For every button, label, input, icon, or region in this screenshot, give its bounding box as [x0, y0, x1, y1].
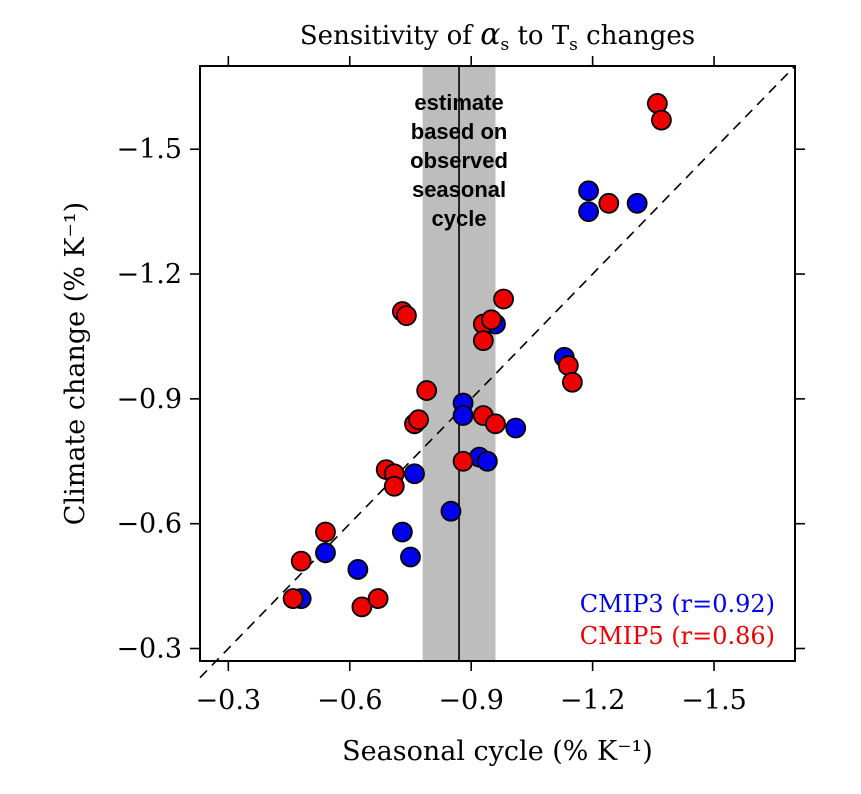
- y-axis-label: Climate change (% K⁻¹): [60, 202, 91, 525]
- data-point-cmip5: [416, 380, 438, 401]
- plot-frame: [199, 65, 796, 662]
- data-points: [282, 93, 672, 618]
- title-middle: to T: [509, 21, 570, 51]
- data-point-cmip3: [347, 559, 369, 580]
- title-prefix: Sensitivity of: [300, 21, 480, 51]
- data-point-cmip3: [476, 450, 498, 472]
- observed-label-line: estimate: [414, 90, 503, 115]
- title-suffix: changes: [578, 21, 695, 51]
- data-point-cmip3: [315, 542, 336, 564]
- data-point-cmip3: [578, 180, 599, 202]
- y-tick-label: −0.3: [116, 634, 182, 665]
- observed-label-line: seasonal: [412, 177, 506, 202]
- data-point-cmip5: [493, 288, 514, 310]
- title-alpha-subscript: s: [500, 35, 509, 55]
- data-point-cmip5: [282, 588, 304, 609]
- data-point-cmip5: [452, 450, 474, 472]
- legend-entry-cmip3: CMIP3 (r=0.92): [580, 590, 775, 618]
- chart-title: Sensitivity of αs to Ts changes: [300, 17, 695, 55]
- data-point-cmip3: [505, 417, 527, 439]
- x-tick-label: −0.6: [317, 685, 383, 716]
- x-axis-label: Seasonal cycle (% K⁻¹): [342, 736, 653, 767]
- data-point-cmip5: [472, 330, 494, 352]
- y-tick-label: −1.2: [116, 259, 182, 290]
- x-tick-label: −0.3: [196, 685, 262, 716]
- data-point-cmip5: [651, 109, 672, 131]
- data-point-cmip3: [578, 201, 599, 223]
- y-tick-label: −1.5: [116, 134, 182, 165]
- observed-label-line: observed: [410, 148, 508, 173]
- legend-entry-cmip5: CMIP5 (r=0.86): [580, 622, 775, 650]
- data-point-cmip5: [481, 309, 502, 331]
- data-point-cmip3: [440, 500, 462, 522]
- data-point-cmip5: [367, 588, 389, 609]
- x-tick-label: −1.5: [681, 685, 747, 716]
- data-point-cmip5: [315, 521, 336, 543]
- legend: CMIP3 (r=0.92) CMIP5 (r=0.86): [580, 590, 775, 650]
- title-alpha: α: [480, 17, 500, 52]
- y-tick-label: −0.6: [116, 509, 182, 540]
- data-point-cmip5: [290, 550, 312, 572]
- x-tick-label: −0.9: [438, 685, 504, 716]
- data-point-cmip5: [408, 409, 429, 431]
- data-point-cmip5: [383, 475, 405, 497]
- observed-estimate-label: estimate based on observed seasonal cycle: [410, 90, 508, 231]
- data-point-cmip3: [452, 405, 474, 426]
- data-point-cmip3: [404, 463, 425, 485]
- y-tick-label: −0.9: [116, 384, 182, 415]
- data-point-cmip5: [396, 305, 417, 327]
- observed-label-line: based on: [411, 119, 508, 144]
- observed-label-line: cycle: [432, 206, 487, 231]
- data-point-cmip3: [400, 546, 421, 568]
- data-point-cmip5: [485, 413, 506, 435]
- x-tick-label: −1.2: [560, 685, 626, 716]
- one-to-one-reference-line: [199, 65, 796, 679]
- data-point-cmip5: [351, 596, 373, 618]
- series-cmip5: [282, 93, 672, 618]
- data-point-cmip5: [598, 192, 620, 214]
- title-t-subscript: s: [569, 35, 578, 55]
- data-point-cmip3: [391, 521, 413, 543]
- data-point-cmip3: [626, 192, 648, 214]
- axis-ticks: −0.3 −0.6 −0.9 −1.2 −1.5 −0.3 −0.6 −0.9 −1.2 −1.5: [116, 56, 805, 716]
- data-point-cmip5: [561, 371, 583, 393]
